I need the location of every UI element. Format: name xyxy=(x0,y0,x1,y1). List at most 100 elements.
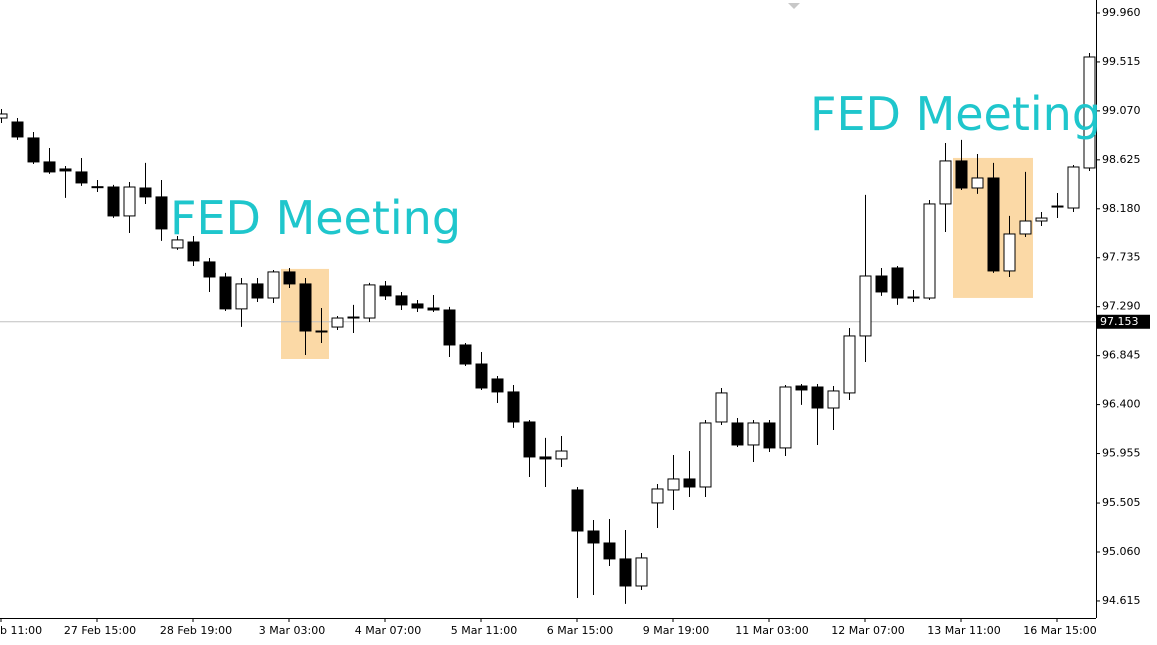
candle-body xyxy=(1067,166,1080,209)
x-tick-label: 6 Mar 15:00 xyxy=(547,624,613,637)
x-tick-label: 12 Mar 07:00 xyxy=(831,624,904,637)
x-tick-label: 16 Mar 15:00 xyxy=(1023,624,1096,637)
y-tick-label: 95.505 xyxy=(1102,496,1141,509)
candle-body xyxy=(315,330,328,333)
candle-body xyxy=(139,187,152,198)
x-tick-label: 4 Mar 07:00 xyxy=(355,624,421,637)
candle-body xyxy=(859,275,872,337)
y-tick-label: 94.615 xyxy=(1102,594,1141,607)
candle-body xyxy=(955,160,968,189)
candle-body xyxy=(779,386,792,449)
candle-body xyxy=(0,113,8,119)
candle-body xyxy=(267,271,280,299)
candle-body xyxy=(715,392,728,423)
candle-body xyxy=(43,161,56,173)
candle-body xyxy=(443,309,456,346)
candle-body xyxy=(1051,205,1064,208)
annotation: FED Meeting xyxy=(170,191,461,245)
annotation: FED Meeting xyxy=(810,87,1101,141)
y-tick-label: 99.070 xyxy=(1102,104,1141,117)
candle-body xyxy=(891,267,904,299)
candle-body xyxy=(91,186,104,189)
candle-body xyxy=(187,241,200,262)
y-tick-label: 95.060 xyxy=(1102,545,1141,558)
y-tick-label: 97.290 xyxy=(1102,300,1141,313)
candle-body xyxy=(411,303,424,309)
candle-body xyxy=(347,316,360,319)
candle-body xyxy=(571,489,584,532)
candle-body xyxy=(507,391,520,423)
x-tick-label: 27 Feb 15:00 xyxy=(64,624,136,637)
x-tick-label: 5 Mar 11:00 xyxy=(451,624,517,637)
candle-body xyxy=(555,450,568,460)
candle-body xyxy=(523,421,536,458)
y-tick-label: 95.955 xyxy=(1102,447,1141,460)
y-tick-label: 96.845 xyxy=(1102,349,1141,362)
candle-body xyxy=(475,363,488,389)
candle-body xyxy=(763,422,776,449)
candle-body xyxy=(363,284,376,319)
x-tick-label: 9 Mar 19:00 xyxy=(643,624,709,637)
candle-body xyxy=(827,390,840,409)
candle-body xyxy=(843,335,856,394)
candle-body xyxy=(331,317,344,328)
candle-body xyxy=(539,456,552,460)
candle-body xyxy=(747,422,760,446)
candle-body xyxy=(907,296,920,299)
candle-body xyxy=(299,283,312,332)
y-tick-label: 99.960 xyxy=(1102,6,1141,19)
y-tick-label: 99.515 xyxy=(1102,55,1141,68)
candle-body xyxy=(619,558,632,587)
candle-body xyxy=(283,271,296,285)
candle-body xyxy=(27,137,40,163)
y-tick-label: 96.400 xyxy=(1102,398,1141,411)
y-tick-label: 98.180 xyxy=(1102,202,1141,215)
candle-body xyxy=(603,542,616,560)
x-tick-label: b 11:00 xyxy=(0,624,42,637)
candle-body xyxy=(1019,220,1032,235)
candle-body xyxy=(971,177,984,189)
candle-body xyxy=(587,530,600,544)
candle-body xyxy=(699,422,712,488)
candle-body xyxy=(1003,233,1016,272)
candle-body xyxy=(811,386,824,409)
candle-body xyxy=(939,160,952,205)
candle-body xyxy=(683,478,696,488)
candle-body xyxy=(155,196,168,230)
x-tick-label: 3 Mar 03:00 xyxy=(259,624,325,637)
candle-body xyxy=(1083,56,1096,169)
candle-body xyxy=(235,283,248,310)
candle-body xyxy=(651,488,664,504)
candle-body xyxy=(1035,217,1048,222)
candle-body xyxy=(251,283,264,299)
candle-body xyxy=(459,344,472,365)
y-tick-label: 98.625 xyxy=(1102,153,1141,166)
scroll-marker xyxy=(788,3,800,9)
candle-body xyxy=(795,385,808,391)
candle-body xyxy=(731,422,744,446)
candle-body xyxy=(667,478,680,491)
candle-body xyxy=(395,295,408,306)
x-tick-label: 28 Feb 19:00 xyxy=(160,624,232,637)
candle-body xyxy=(491,378,504,393)
candle-body xyxy=(75,171,88,184)
candle-body xyxy=(203,261,216,278)
candle-body xyxy=(987,177,1000,272)
current-price-box xyxy=(1097,314,1150,329)
candle-body xyxy=(123,186,136,217)
candle-body xyxy=(11,121,24,138)
candle-body xyxy=(107,186,120,217)
x-tick-label: 11 Mar 03:00 xyxy=(735,624,808,637)
x-tick-label: 13 Mar 11:00 xyxy=(927,624,1000,637)
candle-body xyxy=(923,203,936,299)
candle-body xyxy=(59,168,72,172)
candle-body xyxy=(219,276,232,310)
candle-body xyxy=(427,307,440,311)
candle-body xyxy=(171,239,184,249)
y-tick-label: 97.735 xyxy=(1102,251,1141,264)
candle-body xyxy=(875,275,888,293)
candle-body xyxy=(635,557,648,587)
candle-body xyxy=(379,285,392,297)
